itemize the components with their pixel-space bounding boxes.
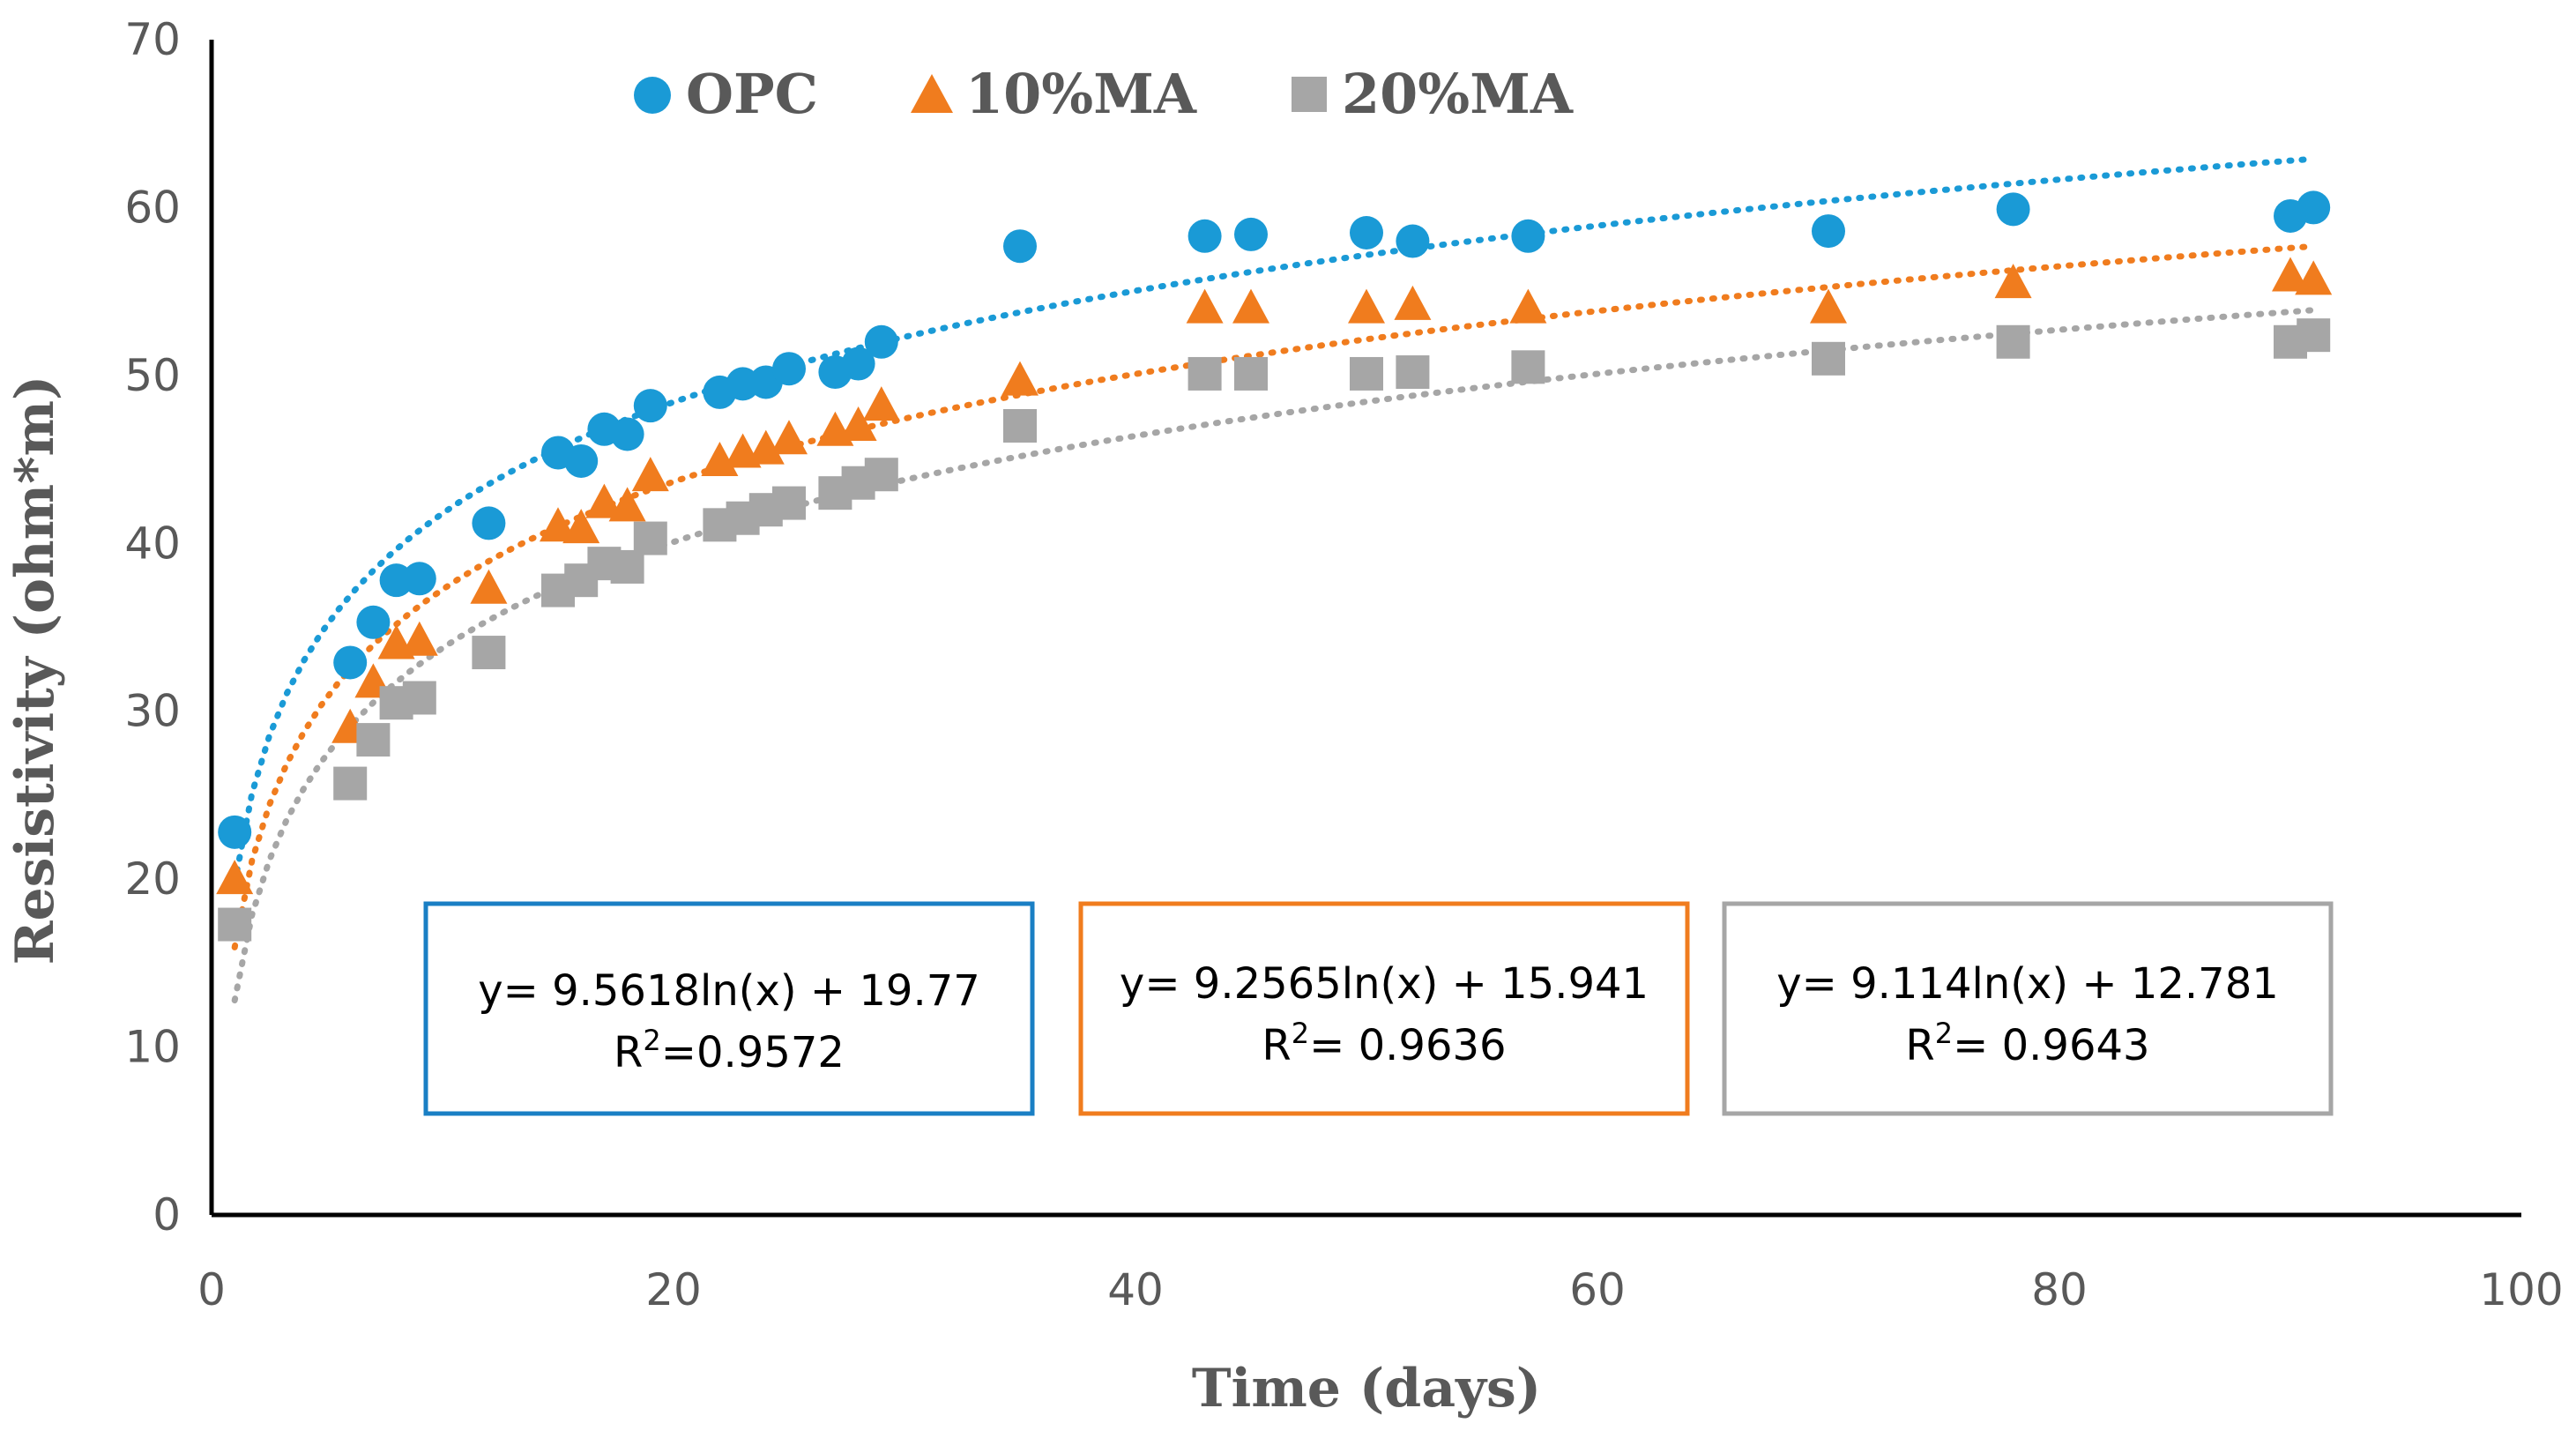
legend-marker-opc — [634, 77, 671, 114]
data-point-square — [333, 766, 368, 801]
data-point-triangle — [470, 569, 508, 604]
equation-box-opc: y= 9.5618ln(x) + 19.77 R2=0.9572 — [423, 901, 1035, 1116]
data-point-circle — [841, 346, 875, 381]
data-point-square — [218, 907, 252, 942]
data-point-circle — [218, 815, 252, 849]
data-point-triangle — [608, 487, 646, 522]
data-point-triangle — [585, 483, 623, 518]
equation-text-10ma: y= 9.2565ln(x) + 15.941 — [1120, 959, 1649, 1009]
x-tick-label: 0 — [197, 1264, 226, 1315]
equation-text-20ma: y= 9.114ln(x) + 12.781 — [1776, 959, 2279, 1009]
data-point-circle — [1350, 215, 1383, 250]
data-point-circle — [1511, 219, 1545, 253]
data-point-triangle — [631, 457, 669, 492]
data-point-circle — [333, 645, 368, 680]
data-point-circle — [564, 443, 599, 478]
y-tick-label: 30 — [124, 686, 181, 737]
data-point-circle — [772, 352, 806, 386]
y-tick-label: 10 — [124, 1022, 181, 1073]
data-point-triangle — [1810, 288, 1847, 324]
data-point-triangle — [1001, 361, 1039, 396]
data-points — [216, 190, 2333, 942]
y-tick-label: 70 — [124, 14, 181, 65]
data-point-square — [1396, 355, 1430, 390]
data-point-triangle — [400, 621, 438, 656]
legend-label-10ma: 10%MA — [965, 62, 1197, 126]
data-point-square — [1234, 356, 1268, 391]
equation-box-10ma: y= 9.2565ln(x) + 15.941 R2= 0.9636 — [1078, 901, 1690, 1116]
data-point-triangle — [1394, 285, 1432, 320]
equation-text-opc: y= 9.5618ln(x) + 19.77 — [478, 966, 980, 1016]
legend-marker-20ma — [1292, 77, 1327, 112]
data-point-triangle — [1994, 264, 2032, 299]
r2-text-opc: R2=0.9572 — [614, 1024, 845, 1077]
y-tick-label: 20 — [124, 853, 181, 905]
data-point-square — [864, 458, 898, 492]
r2-text-10ma: R2= 0.9636 — [1262, 1017, 1506, 1070]
equation-box-20ma: y= 9.114ln(x) + 12.781 R2= 0.9643 — [1722, 901, 2334, 1116]
data-point-square — [1812, 341, 1845, 376]
data-point-triangle — [216, 860, 254, 895]
data-point-triangle — [1186, 288, 1224, 324]
data-point-circle — [864, 324, 898, 359]
data-point-circle — [1812, 214, 1845, 249]
data-point-square — [772, 486, 806, 520]
trendline-0 — [231, 155, 2317, 886]
data-point-triangle — [747, 429, 785, 465]
data-point-circle — [1396, 224, 1430, 258]
data-point-circle — [633, 389, 667, 423]
trendline-2 — [231, 307, 2317, 1004]
data-point-triangle — [771, 420, 808, 455]
data-point-square — [356, 723, 391, 757]
data-point-circle — [1234, 217, 1268, 251]
data-point-triangle — [1509, 288, 1547, 324]
data-point-triangle — [540, 507, 577, 542]
data-point-triangle — [862, 386, 900, 421]
x-tick-label: 60 — [1569, 1264, 1626, 1315]
data-point-circle — [1003, 229, 1037, 264]
data-point-circle — [472, 506, 506, 540]
legend-label-opc: OPC — [686, 62, 818, 126]
legend-marker-10ma — [911, 74, 953, 113]
data-point-square — [610, 549, 644, 584]
r2-text-20ma: R2= 0.9643 — [1905, 1017, 2149, 1070]
y-tick-label: 0 — [153, 1189, 181, 1241]
x-tick-label: 80 — [2031, 1264, 2088, 1315]
x-tick-label: 40 — [1107, 1264, 1164, 1315]
data-point-square — [1187, 356, 1222, 391]
data-point-circle — [1187, 219, 1222, 253]
x-tick-labels: 0 20 40 60 80 100 — [197, 1264, 2564, 1315]
x-tick-label: 20 — [645, 1264, 702, 1315]
x-axis-title: Time (days) — [1192, 1358, 1541, 1419]
data-point-triangle — [562, 509, 600, 544]
data-point-square — [2297, 318, 2331, 353]
data-point-triangle — [839, 406, 877, 441]
data-point-circle — [356, 605, 391, 639]
y-tick-label: 40 — [124, 518, 181, 569]
y-tick-label: 50 — [124, 350, 181, 401]
data-point-triangle — [2295, 260, 2333, 295]
legend: OPC 10%MA 20%MA — [634, 62, 1574, 126]
legend-label-20ma: 20%MA — [1342, 62, 1574, 126]
data-point-square — [1511, 350, 1545, 384]
data-point-square — [472, 636, 506, 670]
y-tick-label: 60 — [124, 182, 181, 233]
data-point-square — [402, 681, 436, 715]
data-point-circle — [1996, 192, 2030, 227]
data-point-circle — [610, 417, 644, 451]
data-point-square — [1350, 356, 1383, 391]
data-point-triangle — [1232, 288, 1269, 324]
y-tick-labels: 0 10 20 30 40 50 60 70 — [124, 14, 181, 1241]
data-point-triangle — [1348, 288, 1385, 324]
x-tick-label: 100 — [2479, 1264, 2563, 1315]
y-axis-title: Resistivity (ohm*m) — [4, 376, 66, 965]
data-point-circle — [402, 562, 436, 596]
data-point-square — [633, 521, 667, 555]
data-point-square — [1996, 324, 2030, 359]
data-point-square — [1003, 408, 1037, 443]
data-point-circle — [2297, 190, 2331, 225]
data-point-triangle — [2272, 257, 2309, 292]
